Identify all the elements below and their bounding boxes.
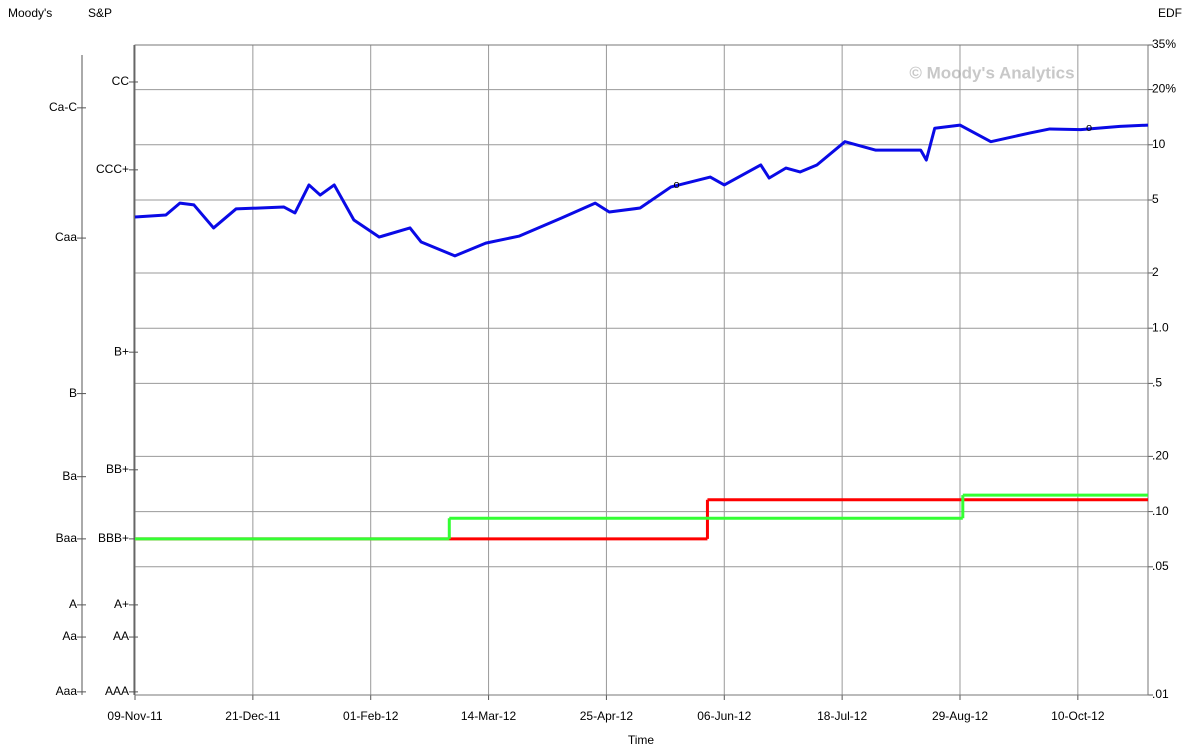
sp-tick-label: AA (113, 629, 129, 643)
y-tick-label: .5 (1152, 376, 1162, 390)
x-tick-label: 10-Oct-12 (1051, 709, 1105, 723)
y-tick-label: 1.0 (1152, 320, 1169, 334)
y-tick-label: .10 (1152, 504, 1169, 518)
y-tick-label: 20% (1152, 82, 1176, 96)
sp-tick-label: B+ (114, 344, 129, 358)
x-tick-label: 29-Aug-12 (932, 709, 988, 723)
moodys-tick-label: Baa (56, 531, 78, 545)
moodys-tick-label: Ba (62, 469, 77, 483)
moodys-tick-label: Aaa (56, 684, 78, 698)
x-tick-label: 09-Nov-11 (107, 709, 162, 723)
y-tick-label: 2 (1152, 265, 1159, 279)
sp-tick-label: CC (112, 74, 130, 88)
x-tick-label: 25-Apr-12 (580, 709, 634, 723)
sp-tick-label: CCC+ (96, 162, 129, 176)
sp-tick-label: A+ (114, 597, 129, 611)
y-tick-label: 35% (1152, 37, 1176, 51)
plot-frame (134, 44, 1149, 696)
moodys-tick-label: Caa (55, 230, 77, 244)
x-tick-label: 14-Mar-12 (461, 709, 517, 723)
y-tick-label: .01 (1152, 687, 1169, 701)
edf-axis-title: EDF (1158, 6, 1182, 20)
y-tick-label: .05 (1152, 559, 1169, 573)
moodys-tick-label: Ca-C (49, 100, 77, 114)
annotation: o (674, 179, 680, 191)
moodys-tick-label: A (69, 597, 77, 611)
sp-axis-title: S&P (88, 6, 112, 20)
y-tick-label: 10 (1152, 137, 1166, 151)
annotation: o (1086, 122, 1092, 134)
sp-tick-label: AAA (105, 684, 129, 698)
x-tick-label: 06-Jun-12 (697, 709, 751, 723)
x-tick-label: 01-Feb-12 (343, 709, 399, 723)
y-tick-label: .20 (1152, 449, 1169, 463)
sp-tick-label: BB+ (106, 462, 129, 476)
moodys-tick-label: B (69, 386, 77, 400)
sp-tick-label: BBB+ (98, 531, 129, 545)
x-tick-label: 21-Dec-11 (225, 709, 280, 723)
x-tick-label: 18-Jul-12 (817, 709, 867, 723)
edf-line (134, 123, 1149, 258)
y-tick-label: 5 (1152, 192, 1159, 206)
moodys-axis-title: Moody's (8, 6, 52, 20)
x-axis-title: Time (628, 733, 655, 747)
watermark: © Moody's Analytics (909, 63, 1074, 82)
moodys-tick-label: Aa (62, 629, 77, 643)
